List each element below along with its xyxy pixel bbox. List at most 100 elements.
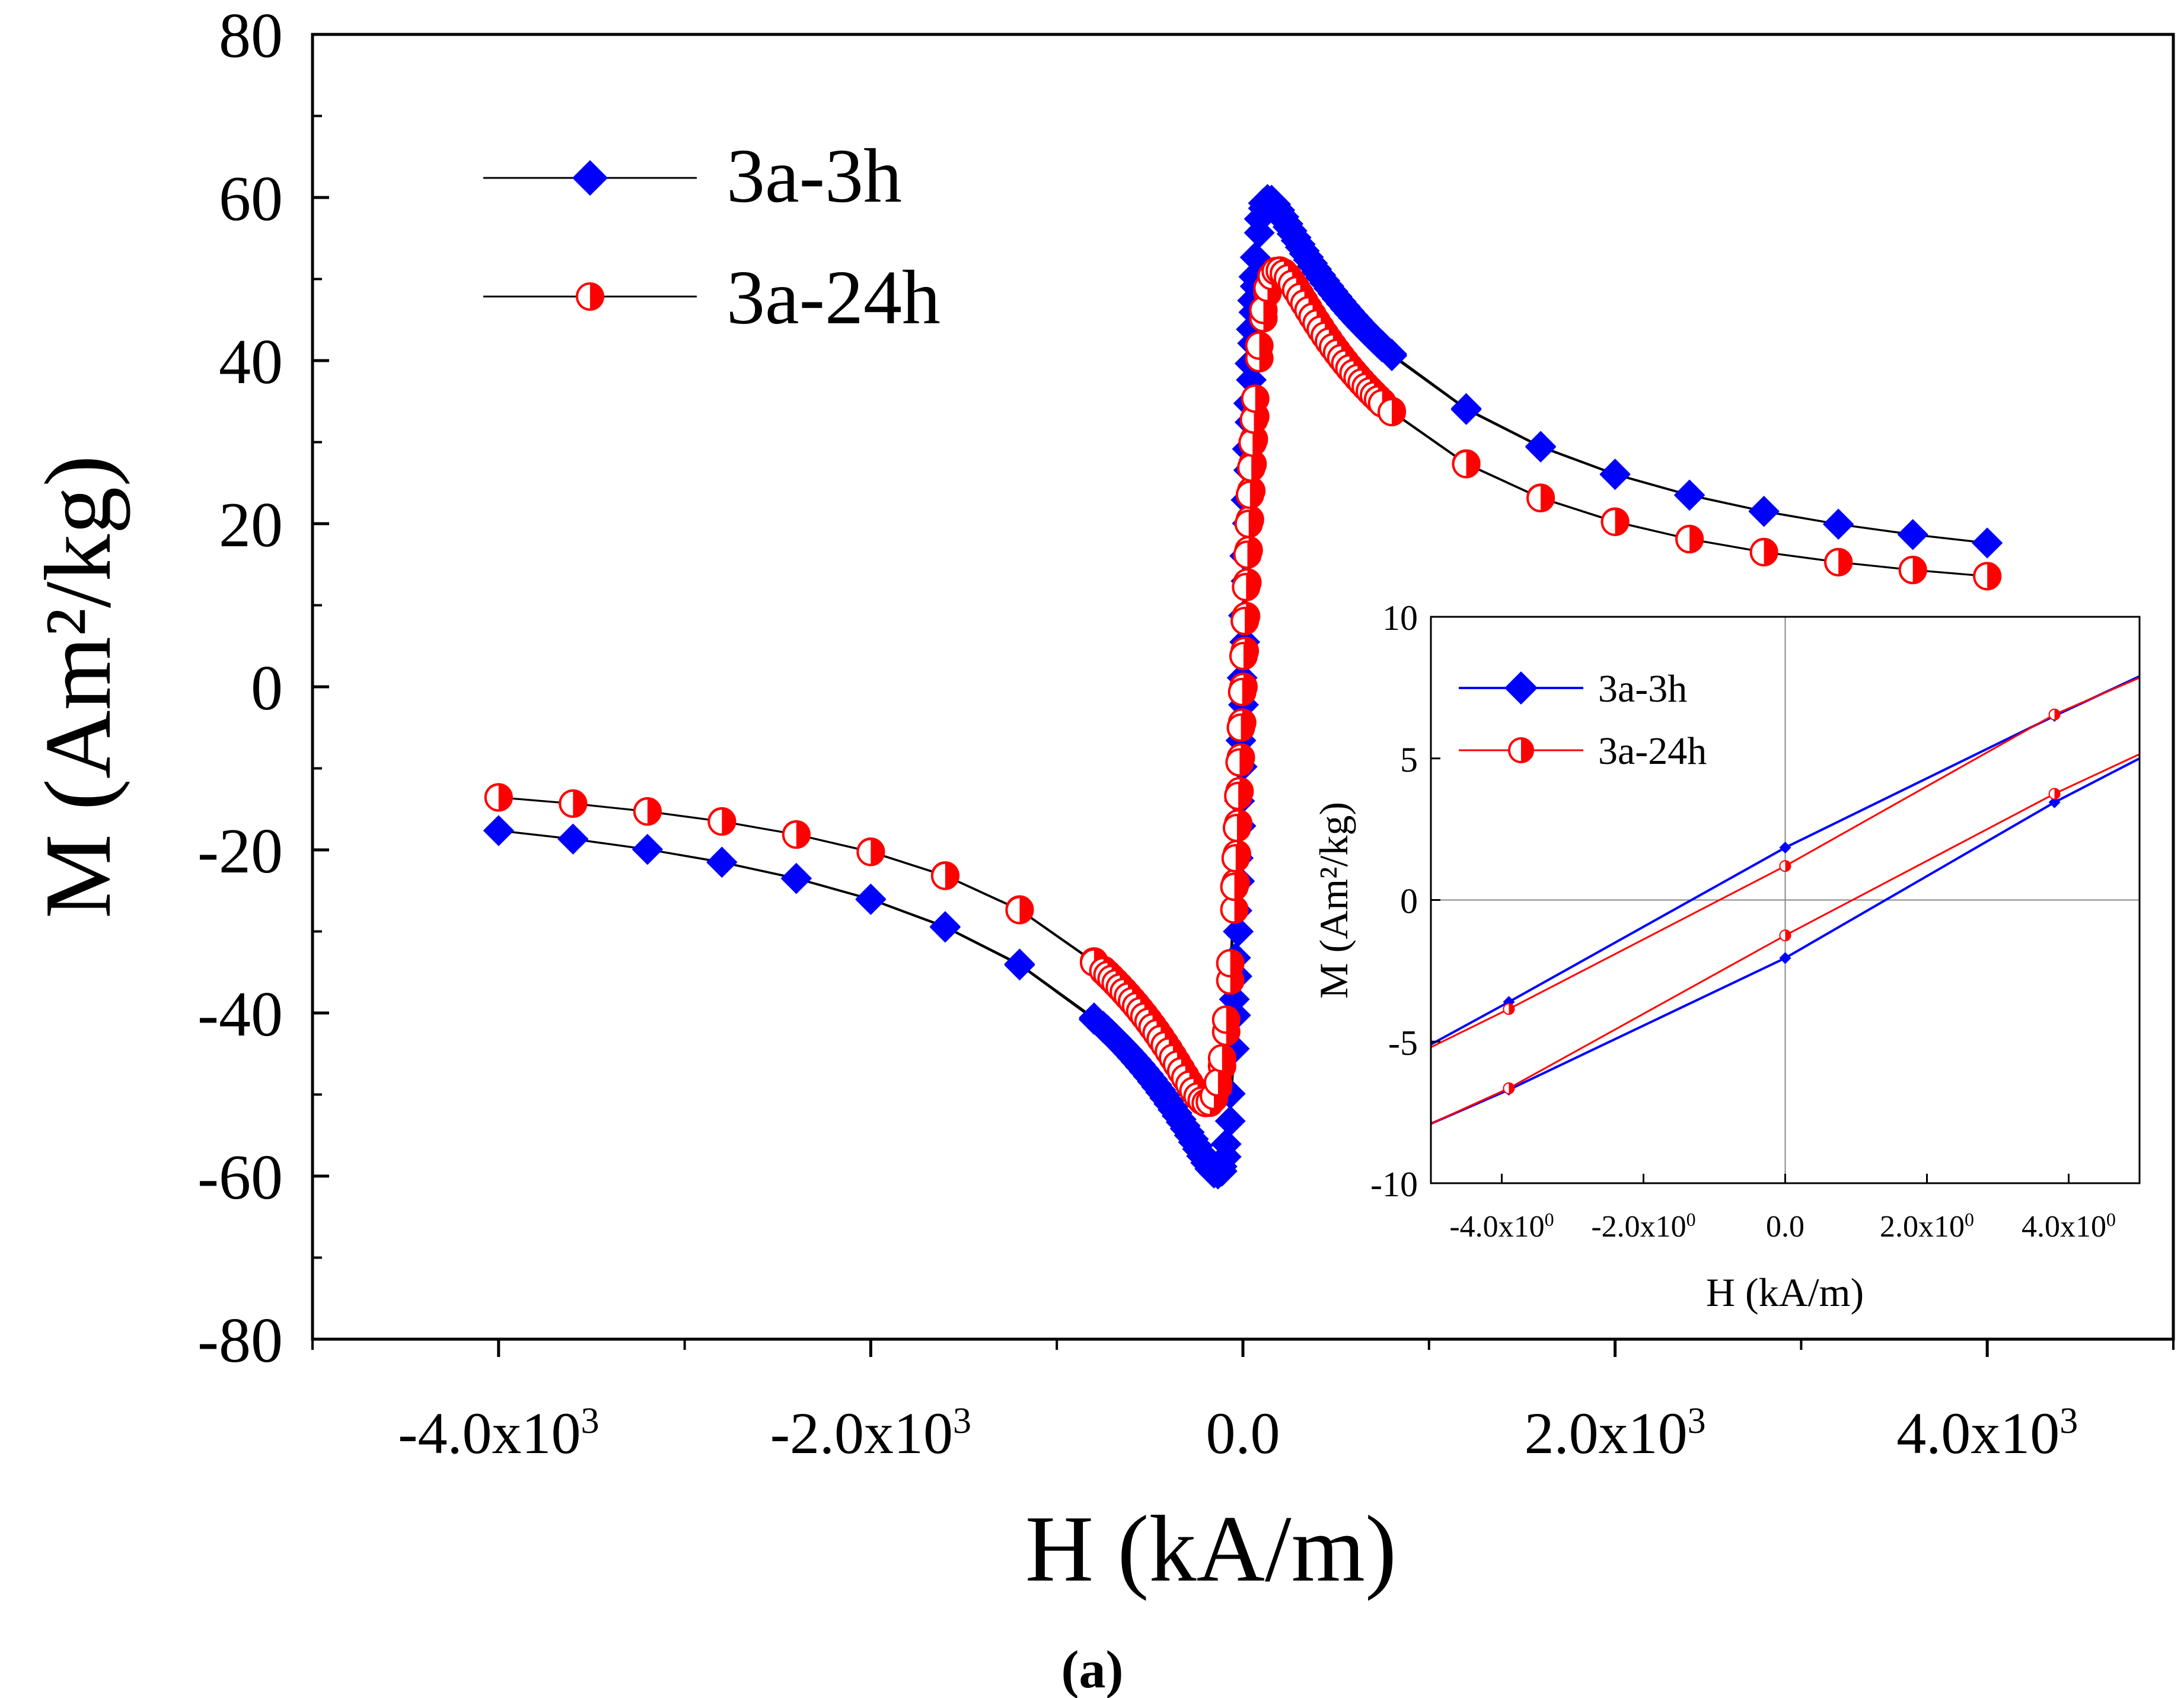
data-point-3a-3h	[855, 884, 887, 915]
main-x-tick-label: 4.0x103	[1896, 1400, 2078, 1466]
inset-y-tick-label: 0	[1400, 882, 1418, 921]
inset-legend-marker-3a-3h	[1504, 671, 1538, 705]
main-y-tick-label: 60	[219, 164, 283, 234]
inset-legend-label-3a-24h: 3a-24h	[1598, 729, 1707, 773]
main-x-tick-label: -2.0x103	[770, 1400, 971, 1466]
inset-zero-lines	[1431, 617, 2140, 1183]
data-point-3a-24h	[1239, 405, 1268, 434]
data-point-3a-24h	[1216, 949, 1245, 978]
main-y-tick-label: -20	[197, 816, 283, 887]
main-y-tick-label: -60	[197, 1142, 283, 1213]
data-point-3a-24h	[1232, 572, 1261, 601]
inset-point-3a-24h	[1779, 860, 1791, 872]
data-point-3a-3h	[1525, 431, 1557, 463]
main-ticks: -80 -60 -40 -20 0 20 40 60 80 -4.0x103 -2.0x103 0.0…	[197, 1, 2175, 1466]
data-point-3a-3h	[557, 823, 589, 855]
data-point-3a-24h	[1749, 538, 1778, 567]
data-point-3a-24h	[856, 837, 885, 866]
data-point-3a-3h	[1972, 527, 2003, 559]
legend-label-3a-24h: 3a-24h	[726, 255, 940, 340]
main-y-tick-label: 40	[219, 327, 283, 397]
data-point-3a-24h	[1222, 813, 1251, 842]
data-point-3a-24h	[1224, 781, 1253, 810]
data-point-3a-24h	[1378, 397, 1407, 426]
data-point-3a-3h	[1897, 519, 1928, 550]
data-point-3a-24h	[1824, 547, 1853, 576]
data-point-3a-24h	[1203, 1068, 1232, 1097]
data-point-3a-24h	[1227, 677, 1257, 706]
data-point-3a-24h	[1226, 713, 1255, 742]
inset-y-axis-title: M (Am²/kg)	[1311, 802, 1356, 999]
data-point-3a-3h	[1004, 950, 1035, 981]
data-point-3a-3h	[1599, 459, 1631, 490]
main-x-tick-label: -4.0x103	[398, 1400, 599, 1466]
data-point-3a-24h	[707, 807, 736, 836]
data-point-3a-24h	[1452, 450, 1481, 479]
main-x-axis-title: H (kA/m)	[1025, 1496, 1397, 1601]
data-point-3a-24h	[1234, 509, 1263, 539]
inset-point-3a-24h	[1503, 1003, 1515, 1015]
main-x-axis-label: H (kA/m)	[1025, 1496, 1397, 1601]
main-y-tick-label: 80	[219, 1, 283, 71]
data-point-3a-24h	[1241, 384, 1270, 413]
panel-label: (a)	[1061, 1640, 1124, 1698]
data-point-3a-24h	[1249, 295, 1278, 324]
inset-point-3a-24h	[2048, 708, 2061, 721]
data-point-3a-3h	[1748, 496, 1780, 527]
data-point-3a-3h	[1823, 509, 1854, 540]
data-point-3a-24h	[1233, 540, 1262, 569]
data-point-3a-24h	[1898, 556, 1927, 585]
data-point-3a-24h	[1221, 844, 1250, 873]
data-point-3a-24h	[559, 789, 588, 818]
inset-point-3a-3h	[1779, 952, 1791, 964]
data-point-3a-24h	[1973, 562, 2002, 591]
legend-marker-3a-24h	[576, 282, 604, 311]
inset-x-tick-label: 4.0x100	[2022, 1209, 2116, 1244]
data-point-3a-24h	[633, 797, 662, 826]
inset-x-tick-label: 0.0	[1766, 1210, 1804, 1244]
data-point-3a-24h	[1230, 607, 1260, 636]
data-point-3a-24h	[1675, 525, 1704, 554]
inset-point-3a-24h	[1779, 929, 1791, 942]
inset-ticks: -10 -5 0 5 10 -4.0x100 -2.0x100 0.0 2.0x100 4.0x1…	[1370, 598, 2116, 1244]
data-point-3a-24h	[782, 820, 811, 849]
main-legend: 3a-3h 3a-24h	[483, 133, 940, 340]
data-point-3a-24h	[1229, 642, 1258, 671]
data-point-3a-24h	[1220, 872, 1249, 901]
data-point-3a-24h	[1245, 331, 1274, 360]
data-point-3a-24h	[1225, 748, 1254, 777]
inset-x-axis-label: H (kA/m)	[1706, 1270, 1864, 1315]
inset-markers	[1503, 708, 2061, 1096]
data-point-3a-3h	[1674, 480, 1705, 511]
inset-point-3a-3h	[2048, 796, 2061, 808]
inset-y-tick-label: 5	[1400, 740, 1418, 779]
data-point-3a-24h	[1526, 483, 1555, 512]
data-point-3a-3h	[1376, 340, 1408, 371]
data-point-3a-24h	[1207, 1044, 1236, 1073]
legend-marker-3a-3h	[572, 160, 608, 196]
data-point-3a-24h	[484, 783, 513, 812]
data-point-3a-24h	[1211, 1005, 1241, 1034]
inset-point-3a-24h	[2048, 788, 2061, 800]
inset-y-axis-label: M (Am²/kg)	[1311, 802, 1356, 999]
inset-x-tick-label: -4.0x100	[1449, 1209, 1554, 1244]
data-point-3a-3h	[632, 834, 663, 865]
inset-y-tick-label: -10	[1370, 1165, 1418, 1204]
main-y-tick-label: -80	[197, 1305, 283, 1376]
data-point-3a-3h	[1214, 1106, 1246, 1137]
main-y-axis-title: M (Am²/kg)	[25, 455, 130, 918]
main-y-axis-label: M (Am²/kg)	[25, 455, 130, 918]
data-point-3a-3h	[1210, 1128, 1242, 1159]
inset-point-3a-24h	[1503, 1082, 1515, 1095]
data-point-3a-3h	[1223, 916, 1254, 947]
main-y-tick-label: 0	[251, 653, 283, 724]
inset-x-tick-label: 2.0x100	[1880, 1209, 1974, 1244]
main-y-tick-label: 20	[219, 490, 283, 560]
inset-legend: 3a-3h 3a-24h	[1459, 667, 1707, 773]
inset-legend-label-3a-3h: 3a-3h	[1598, 667, 1687, 711]
data-point-3a-24h	[1600, 507, 1630, 536]
inset-y-tick-label: 10	[1382, 598, 1418, 638]
data-point-3a-3h	[780, 863, 812, 894]
data-point-3a-24h	[1237, 453, 1266, 482]
